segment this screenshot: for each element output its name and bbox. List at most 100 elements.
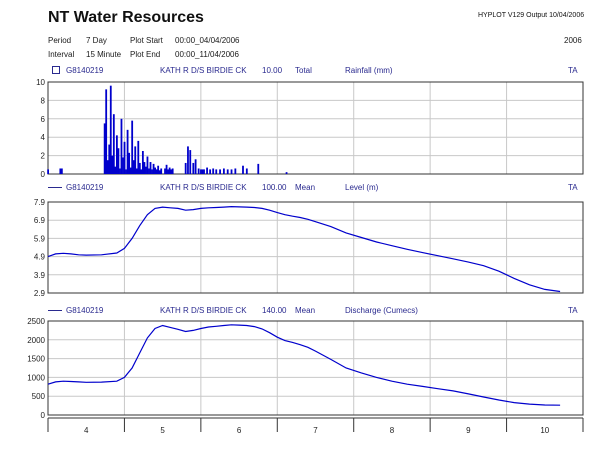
panel-frame xyxy=(47,201,584,294)
rain-bar xyxy=(148,168,150,174)
rain-bar xyxy=(189,150,192,174)
rain-bar xyxy=(222,168,225,174)
y-tick-label: 2000 xyxy=(27,336,45,345)
rain-bar xyxy=(108,144,111,174)
rain-bar xyxy=(125,169,127,174)
y-tick-label: 4.9 xyxy=(34,253,46,262)
y-tick-label: 6 xyxy=(41,115,46,124)
x-tick-label: 9 xyxy=(466,426,471,435)
rain-flag: TA xyxy=(568,66,578,75)
rain-bar xyxy=(146,156,149,174)
x-tick-label: 10 xyxy=(540,426,549,435)
rain-bar xyxy=(197,168,200,174)
x-tick-label: 4 xyxy=(84,426,89,435)
rain-bar xyxy=(114,166,117,174)
rain-bar xyxy=(59,168,62,174)
rain-bar xyxy=(171,168,174,174)
rain-bar xyxy=(203,169,205,174)
y-tick-label: 0 xyxy=(41,411,46,420)
rain-bar xyxy=(132,160,135,174)
y-tick-label: 10 xyxy=(36,78,45,87)
rain-site: G8140219 xyxy=(66,66,104,75)
rain-bar xyxy=(215,169,218,174)
rain-bar xyxy=(219,169,221,174)
rain-bar xyxy=(168,167,171,174)
rain-bar xyxy=(164,168,166,174)
rain-bar xyxy=(157,165,160,174)
rain-bar xyxy=(47,169,49,174)
rain-bar xyxy=(155,169,158,174)
interval-label: Interval xyxy=(48,50,75,59)
rain-bar xyxy=(141,151,144,174)
level-station: KATH R D/S BIRDIE CK xyxy=(160,183,247,192)
rain-bar xyxy=(160,168,163,174)
y-tick-label: 8 xyxy=(41,96,46,105)
rain-bar xyxy=(123,141,126,174)
rain-bar xyxy=(143,162,146,174)
y-tick-label: 2500 xyxy=(27,317,45,326)
rain-bar xyxy=(242,165,244,174)
rain-bar xyxy=(187,146,189,174)
level-stat: Mean xyxy=(295,183,316,192)
rain-bar xyxy=(165,164,168,174)
panel-frame xyxy=(47,81,584,175)
discharge-stat: Mean xyxy=(295,306,316,315)
y-tick-label: 2 xyxy=(41,152,46,161)
level-series-line xyxy=(47,205,561,293)
rain-bar xyxy=(184,162,187,174)
x-tick-label: 8 xyxy=(390,426,395,435)
year-label: 2006 xyxy=(564,36,582,45)
y-tick-label: 6.9 xyxy=(34,216,46,225)
line-icon xyxy=(48,187,62,188)
y-tick-label: 3.9 xyxy=(34,271,46,280)
plot-start-value: 00:00_04/04/2006 xyxy=(175,36,240,45)
discharge-var-code: 140.00 xyxy=(262,306,287,315)
level-var-code: 100.00 xyxy=(262,183,287,192)
period-value: 7 Day xyxy=(86,36,107,45)
rain-bar xyxy=(145,166,147,174)
rain-bar xyxy=(201,169,204,174)
line-icon xyxy=(48,310,62,311)
rain-bar xyxy=(105,89,108,174)
rain-var-code: 10.00 xyxy=(262,66,283,75)
rain-variable: Rainfall (mm) xyxy=(345,66,393,75)
rain-bar xyxy=(135,168,138,174)
discharge-flag: TA xyxy=(568,306,578,315)
rain-bar xyxy=(128,152,131,174)
rain-bar xyxy=(152,163,155,174)
rain-bar xyxy=(194,159,197,174)
rain-bar xyxy=(111,155,114,174)
plot-end-label: Plot End xyxy=(130,50,161,59)
plot-end-value: 00:00_11/04/2006 xyxy=(175,50,239,59)
rain-bar xyxy=(134,146,137,174)
y-tick-label: 5.9 xyxy=(34,234,46,243)
rain-bar xyxy=(149,162,152,174)
y-tick-label: 4 xyxy=(41,133,46,142)
rain-stat: Total xyxy=(295,66,312,75)
y-tick-label: 1500 xyxy=(27,355,45,364)
y-tick-label: 1000 xyxy=(27,373,45,382)
rain-bar xyxy=(138,162,141,174)
rain-bar xyxy=(131,120,134,174)
y-tick-label: 500 xyxy=(32,392,46,401)
level-site: G8140219 xyxy=(66,183,104,192)
rain-bar xyxy=(106,160,109,174)
plot-start-label: Plot Start xyxy=(130,36,163,45)
rain-bar xyxy=(112,114,115,174)
discharge-station: KATH R D/S BIRDIE CK xyxy=(160,306,247,315)
rain-bar xyxy=(170,169,173,174)
rain-bar xyxy=(103,123,106,174)
rain-station: KATH R D/S BIRDIE CK xyxy=(160,66,247,75)
y-tick-label: 7.9 xyxy=(34,198,46,207)
rain-bar xyxy=(60,168,63,174)
rain-bar xyxy=(122,157,124,174)
rain-bar xyxy=(234,168,237,174)
rain-bar xyxy=(192,162,195,174)
rain-bar xyxy=(257,163,260,174)
rain-bar xyxy=(226,169,229,174)
period-label: Period xyxy=(48,36,72,45)
square-icon xyxy=(52,66,60,74)
rain-bar xyxy=(119,168,121,174)
rain-bar xyxy=(230,169,233,174)
